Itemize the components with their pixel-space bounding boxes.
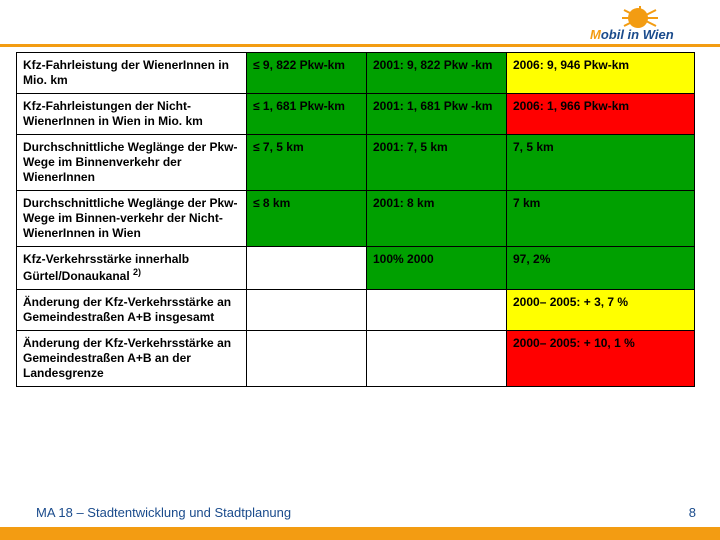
logo-text: Mobil in Wien bbox=[590, 27, 674, 42]
table-row: Durchschnittliche Weglänge der Pkw-Wege … bbox=[17, 135, 695, 191]
cell-c4: 7, 5 km bbox=[507, 135, 695, 191]
row-label: Kfz-Fahrleistung der WienerInnen in Mio.… bbox=[17, 53, 247, 94]
cell-c3: 2001: 7, 5 km bbox=[367, 135, 507, 191]
table-row: Änderung der Kfz-Verkehrsstärke an Gemei… bbox=[17, 290, 695, 331]
cell-c2 bbox=[247, 290, 367, 331]
cell-c3: 2001: 8 km bbox=[367, 191, 507, 247]
cell-c2: ≤ 8 km bbox=[247, 191, 367, 247]
row-label: Durchschnittliche Weglänge der Pkw-Wege … bbox=[17, 191, 247, 247]
cell-c2: ≤ 1, 681 Pkw-km bbox=[247, 94, 367, 135]
cell-c3: 2001: 1, 681 Pkw -km bbox=[367, 94, 507, 135]
cell-c4: 2000– 2005: + 10, 1 % bbox=[507, 331, 695, 387]
cell-c4: 2006: 9, 946 Pkw-km bbox=[507, 53, 695, 94]
row-label: Änderung der Kfz-Verkehrsstärke an Gemei… bbox=[17, 331, 247, 387]
cell-c3 bbox=[367, 331, 507, 387]
logo-text-accent: M bbox=[590, 27, 601, 42]
cell-c3: 2001: 9, 822 Pkw -km bbox=[367, 53, 507, 94]
cell-c2: ≤ 7, 5 km bbox=[247, 135, 367, 191]
cell-c2 bbox=[247, 331, 367, 387]
row-label: Kfz-Verkehrsstärke innerhalb Gürtel/Dona… bbox=[17, 247, 247, 290]
row-label: Kfz-Fahrleistungen der Nicht-WienerInnen… bbox=[17, 94, 247, 135]
cell-c4: 2006: 1, 966 Pkw-km bbox=[507, 94, 695, 135]
table-row: Kfz-Verkehrsstärke innerhalb Gürtel/Dona… bbox=[17, 247, 695, 290]
row-label: Durchschnittliche Weglänge der Pkw-Wege … bbox=[17, 135, 247, 191]
table-row: Änderung der Kfz-Verkehrsstärke an Gemei… bbox=[17, 331, 695, 387]
footer-stripe bbox=[0, 527, 720, 540]
logo-sun-icon bbox=[628, 8, 648, 28]
cell-c4: 97, 2% bbox=[507, 247, 695, 290]
cell-c3: 100% 2000 bbox=[367, 247, 507, 290]
cell-c2 bbox=[247, 247, 367, 290]
logo-text-rest: obil in Wien bbox=[601, 27, 674, 42]
row-label: Änderung der Kfz-Verkehrsstärke an Gemei… bbox=[17, 290, 247, 331]
data-table-container: Kfz-Fahrleistung der WienerInnen in Mio.… bbox=[16, 52, 694, 387]
header-divider bbox=[0, 44, 720, 47]
table-row: Kfz-Fahrleistung der WienerInnen in Mio.… bbox=[17, 53, 695, 94]
footer-text: MA 18 – Stadtentwicklung und Stadtplanun… bbox=[36, 505, 291, 520]
cell-c3 bbox=[367, 290, 507, 331]
cell-c4: 7 km bbox=[507, 191, 695, 247]
brand-logo: Mobil in Wien bbox=[590, 6, 700, 44]
table-row: Kfz-Fahrleistungen der Nicht-WienerInnen… bbox=[17, 94, 695, 135]
cell-c2: ≤ 9, 822 Pkw-km bbox=[247, 53, 367, 94]
cell-c4: 2000– 2005: + 3, 7 % bbox=[507, 290, 695, 331]
data-table: Kfz-Fahrleistung der WienerInnen in Mio.… bbox=[16, 52, 695, 387]
page-number: 8 bbox=[689, 505, 696, 520]
table-row: Durchschnittliche Weglänge der Pkw-Wege … bbox=[17, 191, 695, 247]
